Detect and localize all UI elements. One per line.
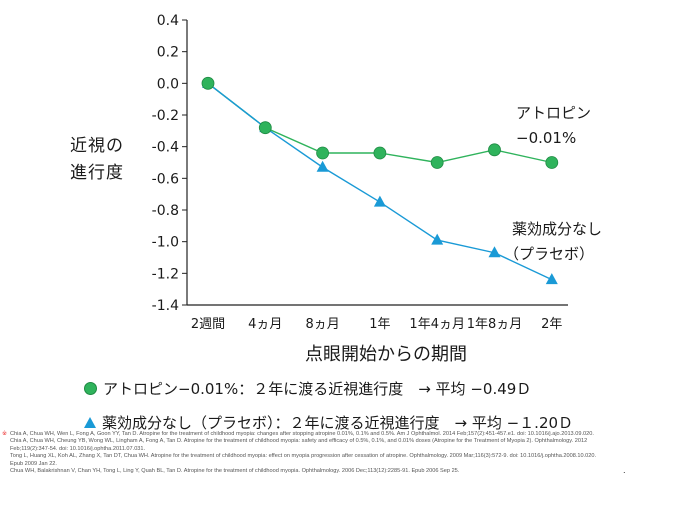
- data-point-triangle: [316, 160, 329, 172]
- reference-line: Feb;119(2):347-54. doi: 10.1016/j.ophtha…: [10, 445, 146, 452]
- data-point-circle: [373, 146, 387, 160]
- x-tick-label: 1年: [369, 317, 390, 332]
- y-tick-label: 0.2: [157, 45, 179, 61]
- series-labels: アトロピン −0.01% 薬効成分なし （プラセボ）: [504, 104, 602, 263]
- y-tick-label: -0.8: [152, 203, 179, 219]
- y-tick-label: -1.0: [152, 235, 179, 251]
- legend-text-placebo: 薬効成分なし（プラセボ）：２年に渡る近視進行度 → 平均 −１.20Ｄ: [102, 414, 574, 432]
- data-point-triangle: [545, 273, 558, 285]
- y-tick-label: -0.2: [152, 108, 179, 124]
- legend-text-atropine: アトロピン−0.01%：２年に渡る近視進行度 → 平均 −0.49Ｄ: [103, 380, 532, 398]
- reference-line: Epub 2009 Jan 22.: [10, 460, 57, 467]
- legend-item-atropine: アトロピン−0.01%：２年に渡る近視進行度 → 平均 −0.49Ｄ: [84, 378, 531, 399]
- x-axis-label: 点眼開始からの期間: [305, 344, 467, 365]
- y-tick-label: 0.0: [157, 76, 179, 92]
- data-point-triangle: [373, 195, 386, 207]
- series-lines: [207, 82, 553, 281]
- series-label: （プラセボ）: [504, 245, 594, 263]
- x-tick-label: 1年8ヵ月: [467, 317, 523, 332]
- x-tick-label: 1年4ヵ月: [409, 317, 465, 332]
- data-point-circle: [545, 156, 559, 169]
- data-point-circle: [488, 143, 501, 157]
- y-tick-labels: 0.4 0.2 0.0 -0.2 -0.4 -0.6 -0.8 -1.0 -1.2 -1.4: [152, 13, 179, 314]
- y-tick-label: -1.4: [152, 298, 179, 314]
- series-label: 薬効成分なし: [512, 220, 602, 238]
- series-line: [207, 82, 553, 281]
- x-tick-labels: 2週間 4ヵ月 8ヵ月 1年 1年4ヵ月 1年8ヵ月 2年: [191, 317, 563, 332]
- trailing-dot: .: [623, 466, 626, 475]
- x-tick-label: 2週間: [191, 317, 225, 332]
- y-tick-label: -0.4: [152, 140, 179, 156]
- data-point-circle: [258, 121, 272, 135]
- chart-axes: [182, 19, 568, 306]
- triangle-marker-icon: [84, 417, 96, 428]
- reference-line: Chia A, Chua WH, Wen L, Fong A, Goon YY,…: [10, 431, 594, 437]
- circle-marker-icon: [84, 382, 97, 395]
- y-axis-label-line-2: 進行度: [70, 163, 124, 183]
- series-label: アトロピン: [516, 104, 591, 122]
- data-point-circle: [316, 146, 330, 160]
- x-tick-label: 2年: [541, 317, 562, 332]
- x-tick-label: 8ヵ月: [305, 317, 339, 332]
- y-axis-label: 近視の 進行度: [70, 133, 124, 187]
- reference-line: Chia A, Chua WH, Cheung YB, Wong WL, Lin…: [10, 438, 588, 445]
- y-axis-label-line-1: 近視の: [70, 136, 124, 156]
- x-tick-label: 4ヵ月: [248, 317, 282, 332]
- series-label: −0.01%: [516, 129, 576, 147]
- reference-line: Tong L, Huang XL, Koh AL, Zhang X, Tan D…: [10, 453, 597, 460]
- y-tick-label: -1.2: [152, 266, 179, 282]
- references: ※ Chia A, Chua WH, Wen L, Fong A, Goon Y…: [2, 431, 696, 475]
- data-point-triangle: [431, 233, 444, 245]
- data-point-circle: [430, 156, 444, 169]
- legend-item-placebo: 薬効成分なし（プラセボ）：２年に渡る近視進行度 → 平均 −１.20Ｄ: [84, 412, 573, 433]
- data-point-triangle: [488, 246, 501, 258]
- y-tick-label: 0.4: [157, 13, 179, 29]
- reference-line: Chua WH, Balakrishnan V, Chan YH, Tong L…: [10, 468, 460, 475]
- series-markers: [201, 76, 559, 285]
- data-point-circle: [201, 76, 215, 90]
- y-tick-label: -0.6: [152, 171, 179, 187]
- reference-bullet: ※: [2, 431, 8, 437]
